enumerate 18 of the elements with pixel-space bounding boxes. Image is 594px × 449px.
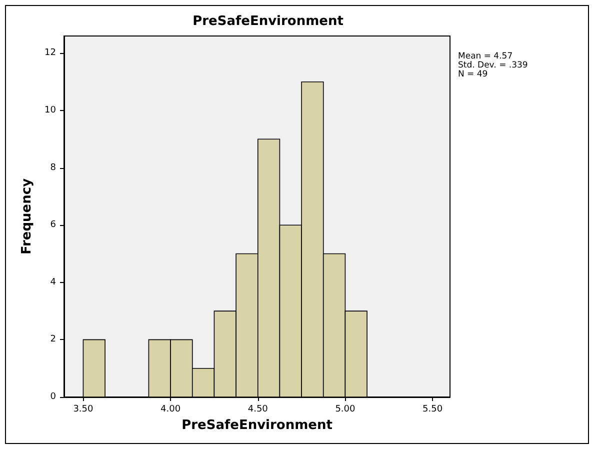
y-tick-label: 4 xyxy=(50,277,56,288)
text: Mean = 4.57 xyxy=(458,52,513,62)
x-tick-label: 3.50 xyxy=(73,404,94,414)
y-tick-label: 0 xyxy=(50,392,56,402)
chart-title: PreSafeEnvironment xyxy=(192,14,344,29)
x-tick-label: 5.00 xyxy=(335,404,356,414)
x-tick-label: 4.50 xyxy=(248,404,268,414)
text: N = 49 xyxy=(458,70,488,80)
text: Std. Dev. = .339 xyxy=(458,60,528,70)
x-tick-label: 4.00 xyxy=(160,404,181,414)
x-axis-title: PreSafeEnvironment xyxy=(182,418,332,433)
y-tick-label: 2 xyxy=(50,334,56,345)
y-tick-label: 6 xyxy=(50,220,56,230)
y-tick-label: 10 xyxy=(44,105,56,116)
y-tick-label: 8 xyxy=(50,162,56,173)
y-axis-title: Frequency xyxy=(20,178,35,255)
x-tick-label: 5.50 xyxy=(422,404,443,414)
y-tick-label: 12 xyxy=(44,48,56,58)
